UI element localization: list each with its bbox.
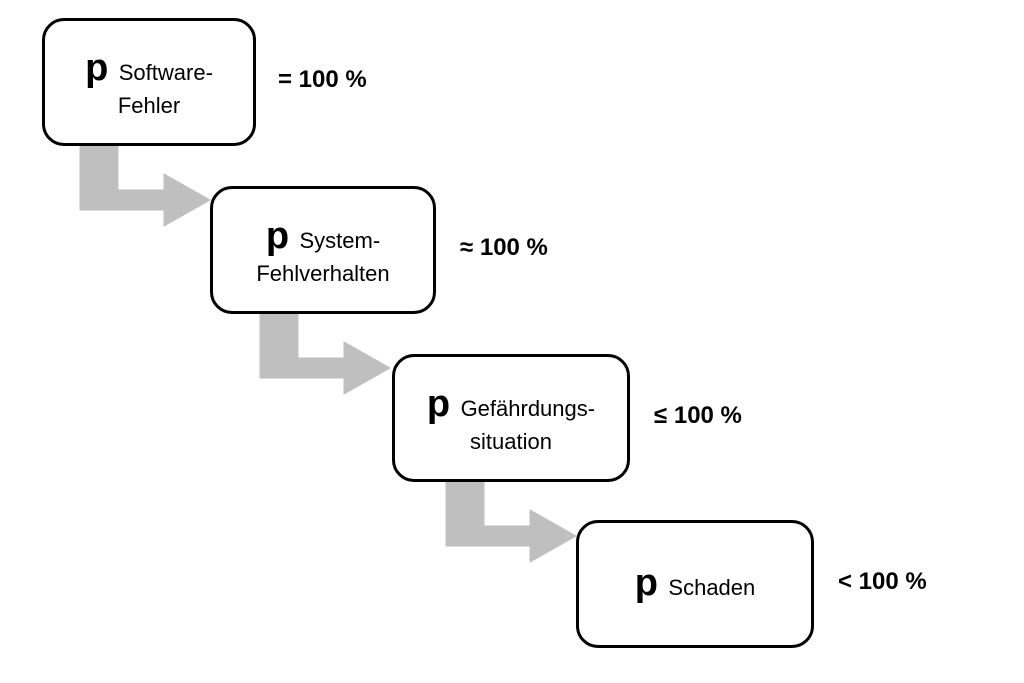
annotation-1: = 100 % [278, 66, 367, 94]
annotation-2: ≈ 100 % [460, 234, 548, 262]
node-line2: Fehlverhalten [256, 261, 389, 286]
node-line2: situation [470, 429, 552, 454]
p-symbol: p [427, 383, 450, 425]
node-line1: Gefährdungs- [461, 396, 596, 421]
p-symbol: p [266, 215, 289, 257]
arrow-3 [426, 482, 576, 590]
node-software-fehler: p Software- Fehler [42, 18, 256, 146]
p-symbol: p [85, 47, 108, 89]
node-schaden: p Schaden [576, 520, 814, 648]
node-line1: Software- [119, 60, 213, 85]
node-system-fehlverhalten: p System- Fehlverhalten [210, 186, 436, 314]
annotation-3: ≤ 100 % [654, 402, 742, 430]
diagram-canvas: p Software- Fehler p System- Fehlverhalt… [0, 0, 1024, 683]
p-symbol: p [635, 562, 658, 604]
arrow-2 [240, 314, 392, 422]
node-line2: Fehler [118, 93, 180, 118]
node-line1: System- [299, 228, 380, 253]
node-line1: Schaden [668, 575, 755, 600]
node-gefaehrdungssituation: p Gefährdungs- situation [392, 354, 630, 482]
arrow-1 [60, 146, 210, 254]
annotation-4: < 100 % [838, 568, 927, 596]
